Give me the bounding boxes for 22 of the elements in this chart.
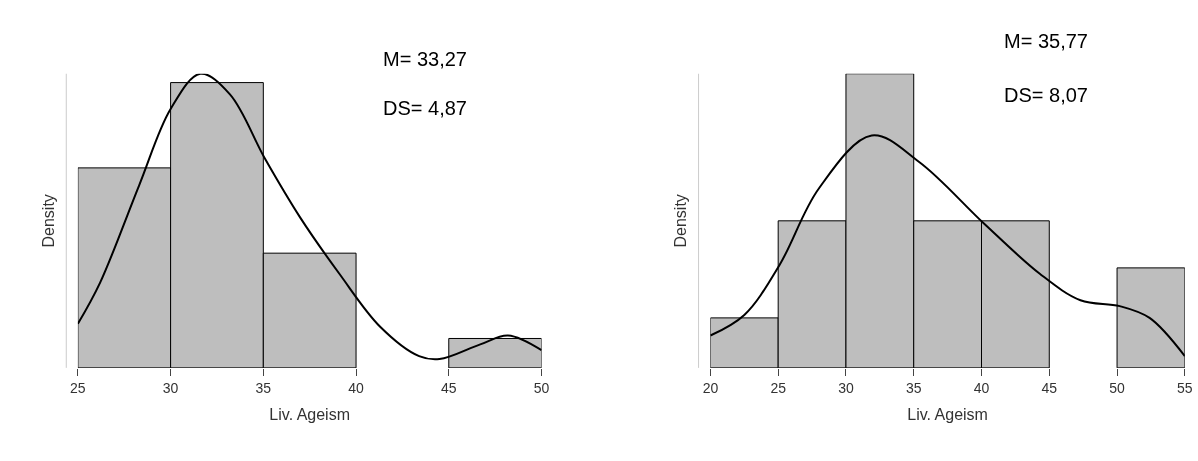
y-axis-title: Density bbox=[39, 194, 57, 248]
x-axis-title: Liv. Ageism bbox=[269, 406, 350, 424]
annotation: DS= 8,07 bbox=[1004, 84, 1088, 106]
x-tick-label: 35 bbox=[905, 379, 922, 396]
x-tick-label: 45 bbox=[440, 379, 457, 396]
x-tick-label: 35 bbox=[255, 379, 272, 396]
x-tick-label: 25 bbox=[770, 379, 787, 396]
x-tick-label: 55 bbox=[1177, 379, 1193, 396]
text: M= 35,77 bbox=[1004, 30, 1088, 52]
x-tick-label: 40 bbox=[348, 379, 365, 396]
x-tick-label: 30 bbox=[162, 379, 179, 396]
x-tick-label: 40 bbox=[973, 379, 990, 396]
x-tick-label: 50 bbox=[1109, 379, 1126, 396]
x-axis-title: Liv. Ageism bbox=[907, 406, 988, 424]
x-tick-label: 30 bbox=[838, 379, 854, 396]
x-tick-label: 45 bbox=[1041, 379, 1058, 396]
y-axis-title: Density bbox=[672, 194, 690, 248]
x-tick-label: 20 bbox=[702, 379, 719, 396]
text: M= 33,27 bbox=[383, 48, 467, 70]
annotation: DS= 4,87 bbox=[383, 97, 467, 119]
x-tick-label: 25 bbox=[70, 379, 86, 396]
x-tick-label: 50 bbox=[533, 379, 550, 396]
